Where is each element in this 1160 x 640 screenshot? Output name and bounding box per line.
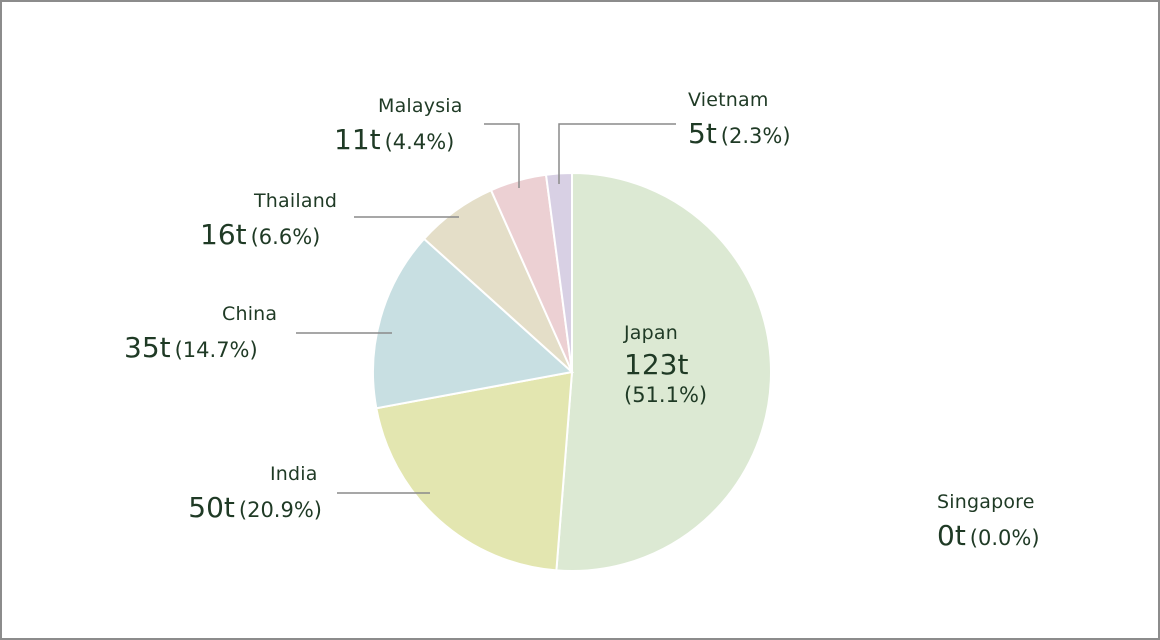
label-thailand: Thailand 16t (6.6%) <box>200 190 337 251</box>
label-thailand-pct: (6.6%) <box>250 225 321 249</box>
label-japan: Japan 123t (51.1%) <box>624 322 707 407</box>
label-singapore-value: 0t <box>937 519 966 552</box>
label-vietnam-value: 5t <box>688 117 717 150</box>
label-india-value: 50t <box>188 491 235 524</box>
label-malaysia-name: Malaysia <box>378 95 463 117</box>
label-india: India 50t (20.9%) <box>142 463 322 524</box>
label-thailand-value: 16t <box>200 218 247 251</box>
label-malaysia-pct: (4.4%) <box>384 130 455 154</box>
label-singapore-name: Singapore <box>937 491 1035 513</box>
label-vietnam-pct: (2.3%) <box>720 124 791 148</box>
leader-line-malaysia <box>484 123 520 188</box>
label-japan-pct: (51.1%) <box>624 383 708 407</box>
label-china: China 35t (14.7%) <box>124 303 277 364</box>
slice-japan <box>555 171 772 572</box>
label-japan-value: 123t <box>624 348 689 381</box>
label-singapore-pct: (0.0%) <box>969 526 1040 550</box>
label-china-pct: (14.7%) <box>174 338 258 362</box>
label-malaysia-value: 11t <box>334 123 381 156</box>
label-india-pct: (20.9%) <box>238 498 322 522</box>
slice-china <box>372 237 575 410</box>
label-india-name: India <box>270 463 318 485</box>
label-china-name: China <box>222 303 278 325</box>
leader-line-vietnam <box>558 123 676 184</box>
slice-india <box>375 370 574 572</box>
label-vietnam-name: Vietnam <box>688 89 769 111</box>
label-china-value: 35t <box>124 331 171 364</box>
label-vietnam: Vietnam 5t (2.3%) <box>688 89 791 150</box>
label-thailand-name: Thailand <box>254 190 338 212</box>
label-singapore: Singapore 0t (0.0%) <box>937 491 1040 552</box>
label-malaysia: Malaysia 11t (4.4%) <box>334 95 463 156</box>
label-japan-name: Japan <box>624 322 678 344</box>
